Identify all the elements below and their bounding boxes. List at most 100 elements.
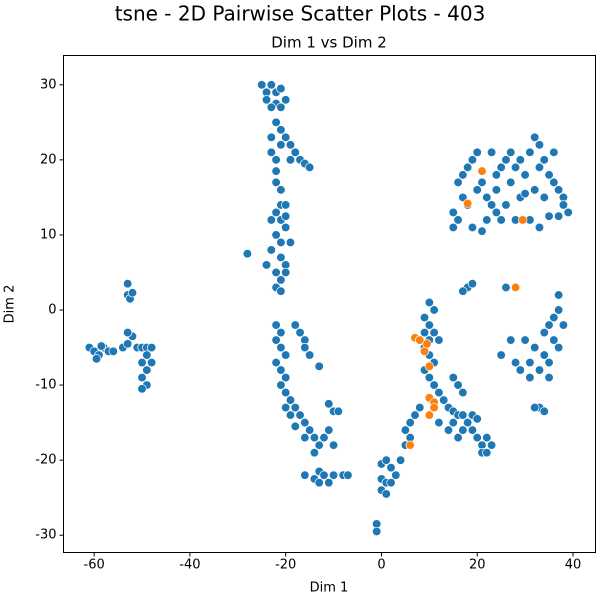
scatter-point <box>544 372 554 383</box>
scatter-point <box>458 387 468 398</box>
scatter-point <box>304 162 315 173</box>
scatter-point <box>472 414 482 424</box>
scatter-point <box>496 350 506 360</box>
scatter-point <box>319 470 329 480</box>
scatter-point <box>472 147 482 157</box>
scatter-point <box>276 237 286 248</box>
scatter-point <box>539 155 549 165</box>
scatter-point <box>520 170 530 180</box>
scatter-point <box>276 365 286 375</box>
scatter-point <box>515 365 525 375</box>
scatter-point <box>123 279 133 289</box>
scatter-point <box>539 406 549 417</box>
scatter-point <box>271 267 281 278</box>
suptitle: tsne - 2D Pairwise Scatter Plots - 403 <box>115 2 486 26</box>
scatter-point <box>271 155 281 165</box>
scatter-point <box>281 350 291 360</box>
scatter-point <box>261 95 272 105</box>
scatter-point <box>271 166 281 176</box>
scatter-point <box>510 357 521 368</box>
scatter-point <box>434 417 444 428</box>
scatter-point <box>309 447 320 458</box>
scatter-point <box>405 417 415 428</box>
scatter-point <box>462 198 473 209</box>
scatter-point <box>501 200 511 210</box>
scatter-point <box>422 339 432 349</box>
scatter-point <box>142 350 152 360</box>
scatter-point <box>285 140 296 150</box>
scatter-point <box>391 470 401 480</box>
scatter-point <box>544 320 554 330</box>
scatter-point <box>549 177 559 188</box>
scatter-point <box>486 147 497 157</box>
scatter-point <box>319 432 329 443</box>
scatter-point <box>324 478 334 488</box>
scatter-point <box>242 249 253 259</box>
scatter-point <box>553 342 564 353</box>
scatter-point <box>309 432 320 443</box>
scatter-point <box>534 140 545 150</box>
scatter-point <box>467 425 478 435</box>
scatter-point <box>386 463 396 473</box>
scatter-point <box>276 102 286 112</box>
scatter-point <box>496 162 506 173</box>
scatter-point <box>381 489 391 499</box>
scatter-point <box>271 335 281 345</box>
scatter-point <box>458 410 468 420</box>
scatter-point <box>314 478 324 488</box>
scatter-point <box>281 200 291 210</box>
scatter-point <box>453 432 463 443</box>
scatter-point <box>539 192 549 203</box>
scatter-point <box>328 440 339 450</box>
scatter-point <box>419 327 430 338</box>
y-tick-label: 30 <box>40 77 57 92</box>
scatter-point <box>266 245 276 255</box>
scatter-point <box>462 162 473 173</box>
scatter-point <box>429 305 439 315</box>
scatter-point <box>137 372 147 383</box>
scatter-point <box>276 342 286 353</box>
scatter-point <box>395 455 406 465</box>
scatter-point <box>281 211 291 221</box>
scatter-point <box>304 350 315 360</box>
scatter-point <box>544 211 554 221</box>
scatter-point <box>491 185 502 195</box>
y-tick-label: -30 <box>35 528 56 543</box>
scatter-point <box>462 417 473 428</box>
scatter-point <box>295 327 305 338</box>
scatter-point <box>333 406 344 417</box>
scatter-point <box>300 342 310 353</box>
scatter-point <box>506 147 516 157</box>
scatter-point <box>123 339 133 349</box>
scatter-point <box>534 365 545 375</box>
scatter-point <box>501 282 511 293</box>
scatter-point <box>549 147 559 157</box>
scatter-point <box>271 117 281 127</box>
scatter-point <box>108 346 118 356</box>
scatter-point <box>266 215 276 225</box>
scatter-point <box>372 526 382 537</box>
scatter-point <box>448 372 458 383</box>
scatter-point <box>281 372 291 383</box>
scatter-point <box>520 335 530 345</box>
scatter-point <box>544 357 554 368</box>
scatter-point <box>467 279 478 289</box>
scatter-point <box>96 341 106 351</box>
scatter-point <box>281 95 291 105</box>
scatter-point <box>285 395 296 405</box>
scatter-point <box>405 440 415 450</box>
scatter-point <box>510 282 521 293</box>
scatter-point <box>281 222 291 233</box>
y-tick-label: -10 <box>35 378 56 393</box>
scatter-point <box>276 185 286 195</box>
scatter-point <box>424 410 434 420</box>
scatter-point <box>328 470 339 480</box>
scatter-point <box>482 432 492 443</box>
scatter-point <box>530 132 540 142</box>
scatter-point <box>453 177 463 188</box>
scatter-point <box>290 320 300 330</box>
scatter-point <box>472 185 482 195</box>
scatter-point <box>276 327 286 338</box>
scatter-point <box>300 470 310 480</box>
